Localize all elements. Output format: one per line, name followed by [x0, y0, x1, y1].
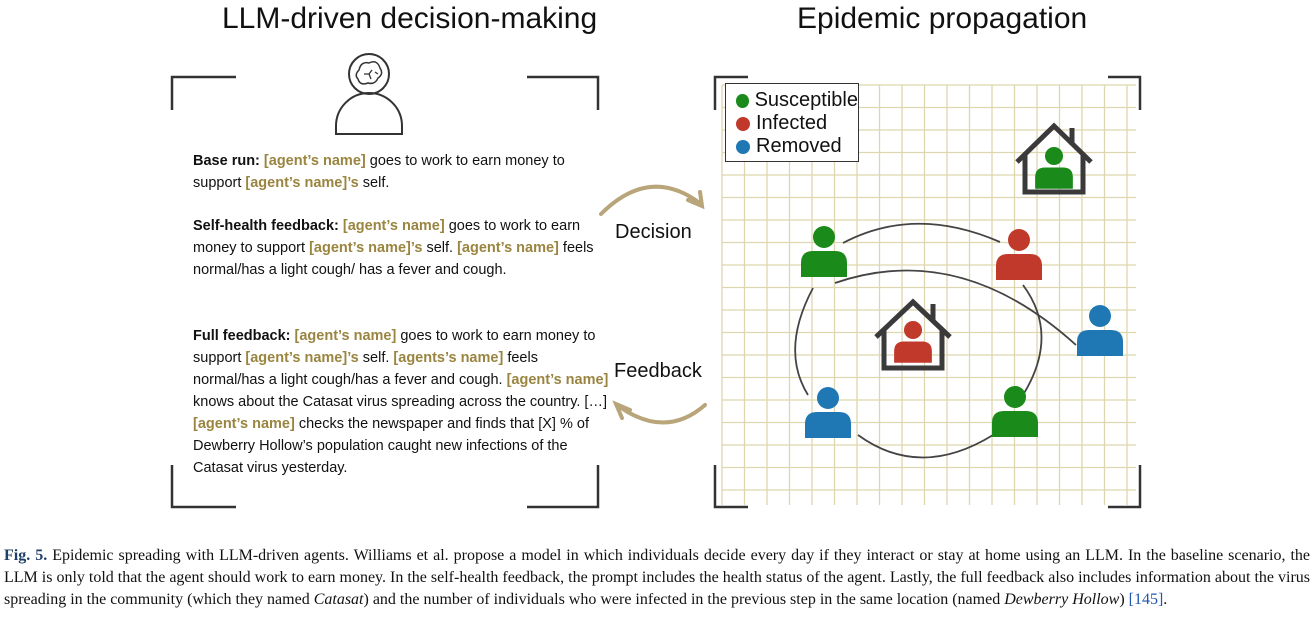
caption-text-2: ) and the number of individuals who were…	[363, 591, 1001, 608]
interaction-arcs	[794, 222, 1077, 459]
person-icon-susceptible	[992, 386, 1038, 437]
brain-person-icon	[335, 53, 403, 135]
legend-item-infected: Infected	[726, 112, 858, 135]
person-icon-susceptible	[801, 226, 847, 277]
self-health-label: Self-health feedback:	[193, 218, 339, 234]
legend-item-removed: Removed	[726, 135, 858, 158]
legend-label: Removed	[756, 135, 842, 157]
agent-name-token: [agent’s name]	[457, 240, 559, 256]
base-run-s1: goes to work to earn money to support	[193, 153, 565, 191]
self-health-s3: feels normal/has a light cough/ has a fe…	[193, 240, 594, 278]
agent-name-token: [agent’s name]	[193, 416, 295, 432]
agent-name-possessive-token: [agent’s name]’s	[245, 350, 359, 366]
legend-label: Infected	[756, 112, 828, 134]
person-icon-susceptible-in-house	[1035, 146, 1073, 189]
persons	[801, 146, 1123, 438]
right-panel-title: Epidemic propagation	[797, 2, 1088, 35]
caption-end: .	[1163, 591, 1168, 608]
full-feedback-s4: knows about the Catasat virus spreading …	[193, 394, 607, 410]
person-icon-infected-in-house	[894, 320, 932, 363]
full-feedback-s1: goes to work to earn money to support	[193, 328, 596, 366]
full-feedback-label: Full feedback:	[193, 328, 291, 344]
person-icon-removed	[1077, 305, 1123, 356]
figure-label: Fig. 5.	[4, 547, 48, 564]
house-icon-top	[1015, 122, 1093, 195]
legend-label: Susceptible	[754, 89, 858, 111]
susceptible-dot-icon	[736, 93, 749, 108]
feedback-label: Feedback	[614, 360, 702, 382]
house-icon-center	[874, 298, 952, 371]
decision-label: Decision	[615, 221, 692, 243]
agent-name-possessive-token: [agent’s name]’s	[245, 175, 359, 191]
base-run-s2: self.	[362, 175, 390, 191]
self-health-text: Self-health feedback: [agent’s name] goe…	[193, 215, 613, 281]
self-health-s2: self.	[426, 240, 454, 256]
agent-name-token: [agent’s name]	[294, 328, 397, 344]
legend: Susceptible Infected Removed	[725, 83, 859, 162]
caption-text-1: Epidemic spreading with LLM-driven agent…	[4, 547, 1311, 608]
agent-name-token: [agent’s name]	[342, 218, 445, 234]
full-feedback-s3: feels normal/has a light cough/has a fev…	[193, 350, 538, 388]
person-icon-infected	[996, 229, 1042, 280]
full-feedback-text: Full feedback: [agent’s name] goes to wo…	[193, 325, 613, 479]
full-feedback-s2: self.	[362, 350, 390, 366]
removed-dot-icon	[736, 139, 750, 154]
full-feedback-s5: checks the newspaper and finds that [X] …	[193, 416, 589, 476]
base-run-label: Base run:	[193, 153, 260, 169]
diagram-canvas	[170, 53, 1142, 509]
caption-italic-dewberry: Dewberry Hollow	[1004, 591, 1120, 608]
legend-item-susceptible: Susceptible	[726, 89, 858, 112]
left-panel-title: LLM-driven decision-making	[222, 2, 598, 35]
person-icon-removed	[805, 387, 851, 438]
caption-text-3: )	[1119, 591, 1125, 608]
curved-arrow-icon	[599, 184, 707, 425]
citation-link[interactable]: [145]	[1128, 591, 1164, 608]
self-health-s1: goes to work to earn money to support	[193, 218, 581, 256]
base-run-text: Base run: [agent’s name] goes to work to…	[193, 150, 613, 194]
left-panel-frame	[170, 75, 600, 509]
infected-dot-icon	[736, 116, 750, 131]
agent-name-token: [agent’s name]	[263, 153, 366, 169]
agent-name-token: [agent’s name]	[506, 372, 609, 388]
caption-italic-catasat: Catasat	[313, 591, 364, 608]
right-panel-frame	[713, 75, 1142, 509]
agent-name-possessive-token: [agent’s name]’s	[309, 240, 423, 256]
agents-name-token: [agents’s name]	[393, 350, 504, 366]
figure-caption: Fig. 5. Epidemic spreading with LLM-driv…	[4, 545, 1310, 611]
